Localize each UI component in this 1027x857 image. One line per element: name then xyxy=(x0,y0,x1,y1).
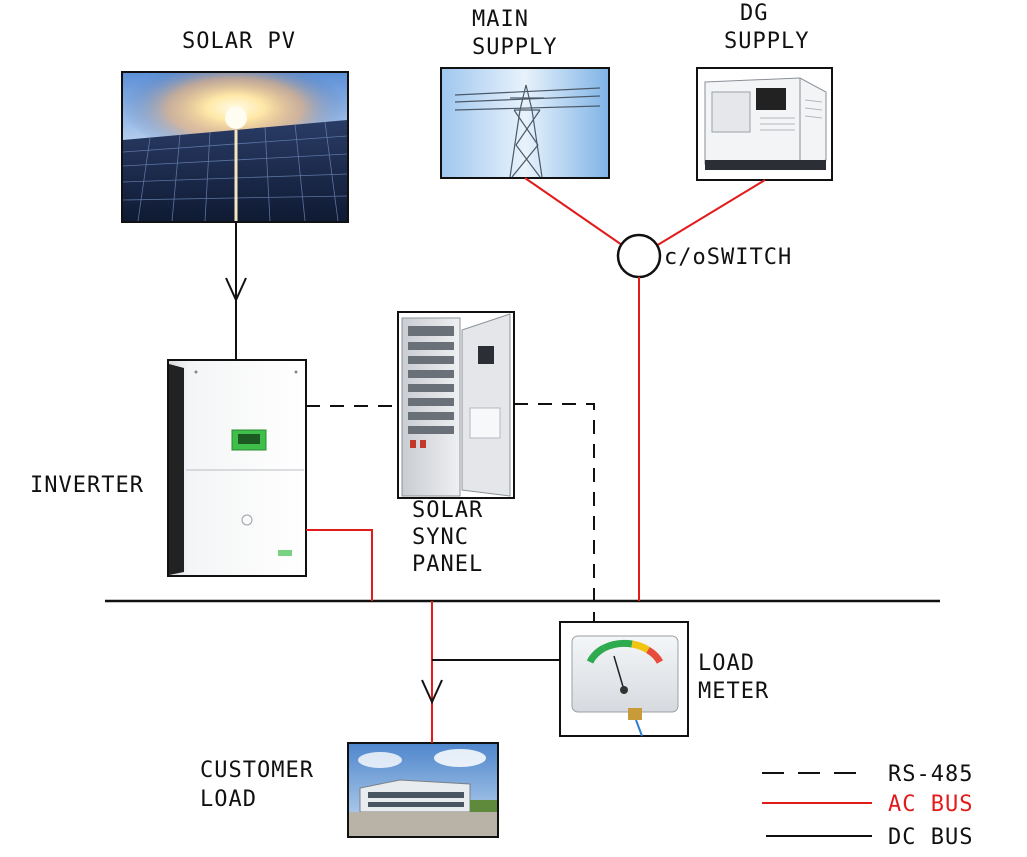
pv-flow-arrow xyxy=(225,277,247,303)
inverter-photo xyxy=(167,359,307,577)
meter-rs485-line xyxy=(514,403,595,622)
solar-pv-photo xyxy=(121,71,349,223)
legend-rs485-label: RS-485 xyxy=(888,762,973,787)
dg-supply-ac-line xyxy=(655,179,766,247)
solar-pv-label: SOLAR PV xyxy=(182,29,296,54)
dg-supply-label-line1: DG xyxy=(740,1,769,26)
load-flow-arrow xyxy=(421,679,443,705)
load-meter-photo xyxy=(559,621,689,737)
co-switch-symbol xyxy=(616,233,662,279)
dg-supply-label-line2: SUPPLY xyxy=(724,29,809,54)
legend-ac-label: AC BUS xyxy=(888,792,973,817)
sync-panel-label-line2: SYNC xyxy=(412,525,469,550)
customer-load-photo xyxy=(347,742,499,838)
legend: RS-485 AC BUS DC BUS xyxy=(762,762,973,850)
sync-panel-photo xyxy=(397,311,515,499)
inverter-ac-line xyxy=(306,529,373,601)
main-supply-label-line2: SUPPLY xyxy=(472,35,557,60)
load-meter-label-line1: LOAD xyxy=(698,651,755,676)
legend-dc-label: DC BUS xyxy=(888,825,973,850)
sync-panel-label-line3: PANEL xyxy=(412,552,483,577)
co-switch-label: c/oSWITCH xyxy=(664,245,792,270)
customer-load-label-line2: LOAD xyxy=(200,787,257,812)
main-supply-photo xyxy=(440,67,610,179)
dg-supply-photo xyxy=(696,67,833,181)
sync-panel-label-line1: SOLAR xyxy=(412,498,483,523)
main-supply-label-line1: MAIN xyxy=(472,7,529,32)
main-supply-ac-line xyxy=(524,177,623,246)
inverter-label: INVERTER xyxy=(30,473,144,498)
load-meter-label-line2: METER xyxy=(698,679,769,704)
customer-load-label-line1: CUSTOMER xyxy=(200,758,314,783)
